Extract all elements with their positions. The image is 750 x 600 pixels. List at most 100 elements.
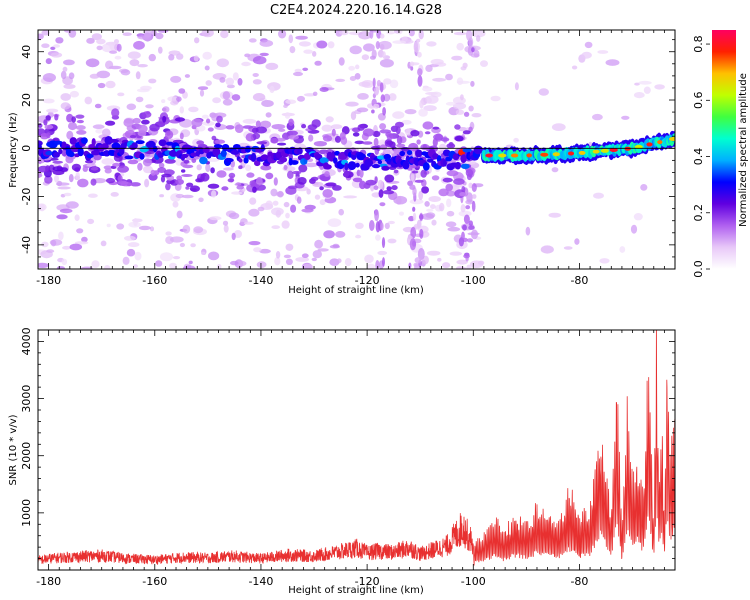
spectrogram-noise-cell [593, 192, 604, 199]
spectrogram-noise-cell [96, 38, 106, 45]
spectrogram-streak-cell [382, 51, 386, 59]
spectrogram-band-cell [179, 132, 184, 140]
spectrogram-ridge-cell [279, 156, 288, 163]
spectrogram-streak-cell [417, 68, 423, 77]
spectrogram-noise-cell [102, 128, 111, 137]
spectrogram-noise-cell [56, 214, 68, 220]
spectrogram-noise-cell [45, 58, 52, 65]
spectrogram-noise-cell [551, 123, 566, 131]
spectrogram-band-cell [45, 115, 51, 121]
spectrogram-ridge-cell [377, 160, 383, 165]
spectrogram-band-cell [245, 133, 255, 142]
spectrogram-noise-cell [104, 265, 111, 269]
spectrogram-noise-cell [80, 266, 94, 269]
spectrogram-band-cell [189, 185, 200, 192]
spectrogram-band-cell [185, 186, 190, 190]
spectrogram-peak-cell [609, 148, 618, 152]
spectrogram-noise-cell [283, 254, 291, 259]
spectrogram-band-cell [276, 137, 286, 142]
spectrogram-noise-cell [551, 167, 559, 173]
spectrogram-noise-cell [222, 99, 233, 106]
spectrogram-noise-cell [201, 114, 209, 119]
spectrogram-band-cell [227, 178, 235, 183]
spectrogram-noise-cell [95, 128, 104, 134]
spectrogram-noise-cell [137, 63, 148, 68]
spectrogram-band-cell [378, 189, 384, 198]
spectrogram-noise-cell [424, 201, 430, 207]
spectrogram-noise-cell [421, 213, 435, 220]
spectrogram-band-cell [420, 169, 427, 178]
spectrogram-streak-cell [419, 228, 424, 239]
spectrogram-noise-cell [285, 258, 293, 265]
spectrogram-noise-cell [422, 86, 433, 92]
x-tick-label: -140 [248, 274, 273, 287]
spectrogram-streak-cell [375, 41, 380, 50]
spectrogram-band-cell [440, 137, 450, 142]
spectrogram-peak-cell [600, 148, 609, 153]
spectrogram-streak-cell [471, 183, 477, 192]
spectrogram-noise-cell [597, 50, 609, 54]
spectrogram-band-cell [76, 130, 87, 135]
spectrogram-noise-cell [338, 208, 345, 216]
spectrogram-noise-cell [638, 80, 652, 85]
spectrogram-ridge-cell [297, 147, 303, 155]
spectrogram-peak-cell [567, 151, 575, 156]
spectrogram-noise-cell [201, 251, 206, 255]
spectrogram-noise-cell [312, 181, 324, 187]
spectrogram-noise-cell [272, 200, 279, 206]
spectrogram-streak-cell [405, 128, 412, 136]
spectrogram-ridge-cell [344, 162, 349, 171]
spectrogram-noise-cell [148, 78, 157, 84]
spectrogram-streak-cell [374, 209, 379, 222]
y-tick-label: 1000 [20, 499, 33, 527]
spectrogram-noise-cell [269, 85, 275, 93]
spectrogram-noise-cell [599, 258, 610, 264]
spectrogram-noise-cell [69, 90, 79, 98]
spectrogram-noise-cell [285, 243, 294, 251]
spectrogram-streak-cell [375, 260, 380, 269]
spectrogram-streak-cell [466, 192, 473, 203]
spectrogram-noise-cell [223, 224, 229, 233]
x-tick-label: -160 [142, 274, 167, 287]
spectrogram-noise-cell [234, 230, 242, 238]
spectrogram-ridge-cell [91, 150, 101, 156]
spectrogram-noise-cell [61, 258, 68, 266]
spectrogram-noise-cell [288, 34, 294, 44]
spectrogram-peak-cell [498, 153, 507, 158]
spectrogram-noise-cell [159, 252, 174, 262]
spectrogram-streak-cell [379, 33, 385, 39]
spectrogram-ridge-cell [442, 159, 447, 167]
spectrogram-peak-cell [624, 146, 631, 151]
spectrogram-noise-cell [643, 86, 651, 94]
spectrogram-streak-cell [382, 107, 386, 116]
spectrogram-noise-cell [126, 248, 136, 257]
spectrogram-noise-cell [241, 61, 251, 67]
x-tick-label: -100 [461, 575, 486, 588]
spectrogram-noise-cell [401, 119, 412, 125]
spectrogram-streak-cell [419, 99, 424, 109]
spectrogram-noise-cell [253, 247, 262, 253]
spectrogram-noise-cell [222, 91, 231, 100]
spectrogram-noise-cell [270, 188, 278, 197]
spectrogram-noise-cell [355, 64, 360, 70]
spectrogram-band-cell [46, 132, 51, 139]
spectrogram-band-cell [359, 169, 364, 178]
spectrogram-noise-cell [211, 190, 217, 198]
spectrogram-band-cell [85, 160, 93, 164]
spectrogram-noise-cell [259, 52, 269, 57]
spectrogram-noise-cell [75, 172, 80, 180]
spectrogram-ridge-cell [244, 145, 251, 153]
spectrogram-noise-cell [81, 236, 88, 243]
spectrogram-band-cell [462, 130, 471, 135]
spectrogram-noise-cell [343, 195, 358, 199]
spectrogram-noise-cell [242, 118, 257, 124]
spectrogram-noise-cell [169, 236, 184, 243]
spectrogram-ridge-cell [422, 162, 430, 171]
spectrogram-noise-cell [389, 79, 399, 89]
spectrogram-band-cell [298, 164, 308, 173]
spectrogram-ridge-cell [460, 163, 470, 169]
spectrogram-band-cell [132, 117, 141, 124]
spectrogram-band-cell [165, 130, 174, 139]
spectrogram-noise-cell [323, 230, 335, 239]
